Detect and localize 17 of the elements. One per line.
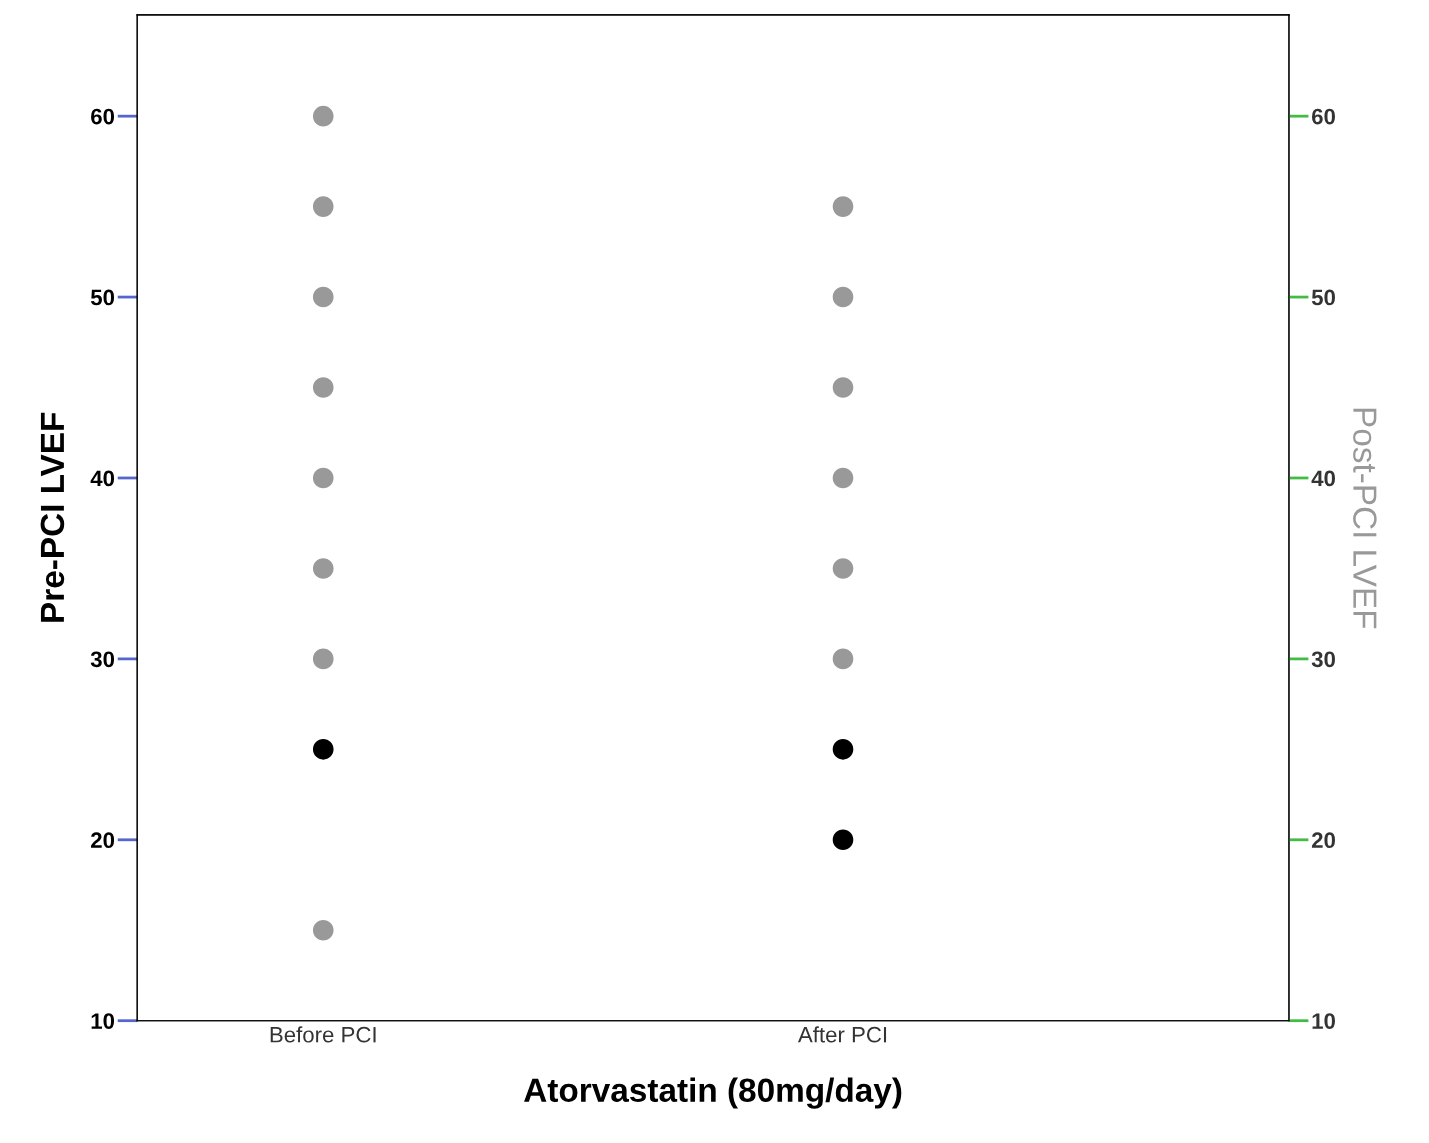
x-tick-label: After PCI	[797, 1026, 887, 1043]
y-tick-label: 30	[90, 651, 115, 668]
x-axis-title: Atorvastatin (80mg/day)	[524, 1077, 902, 1109]
y-tick-label: 40	[90, 470, 115, 487]
y2-tick-label: 10	[1312, 1013, 1335, 1029]
y-tick-label: 10	[91, 1013, 115, 1029]
y-axis-title: Pre-PCI LVEF	[40, 412, 65, 622]
y2-tick-label: 50	[1311, 289, 1335, 306]
y-tick-label: 50	[90, 289, 115, 306]
x-tick-label: Before PCI	[270, 1026, 376, 1043]
y2-tick-label: 20	[1311, 832, 1335, 849]
y2-tick-label: 60	[1311, 108, 1335, 125]
y-tick-label: 20	[91, 832, 115, 849]
y-tick-label: 60	[91, 108, 115, 125]
y2-tick-label: 40	[1311, 470, 1335, 487]
y2-axis-title: Post-PCI LVEF	[1353, 408, 1377, 629]
y2-tick-label: 30	[1311, 651, 1335, 668]
